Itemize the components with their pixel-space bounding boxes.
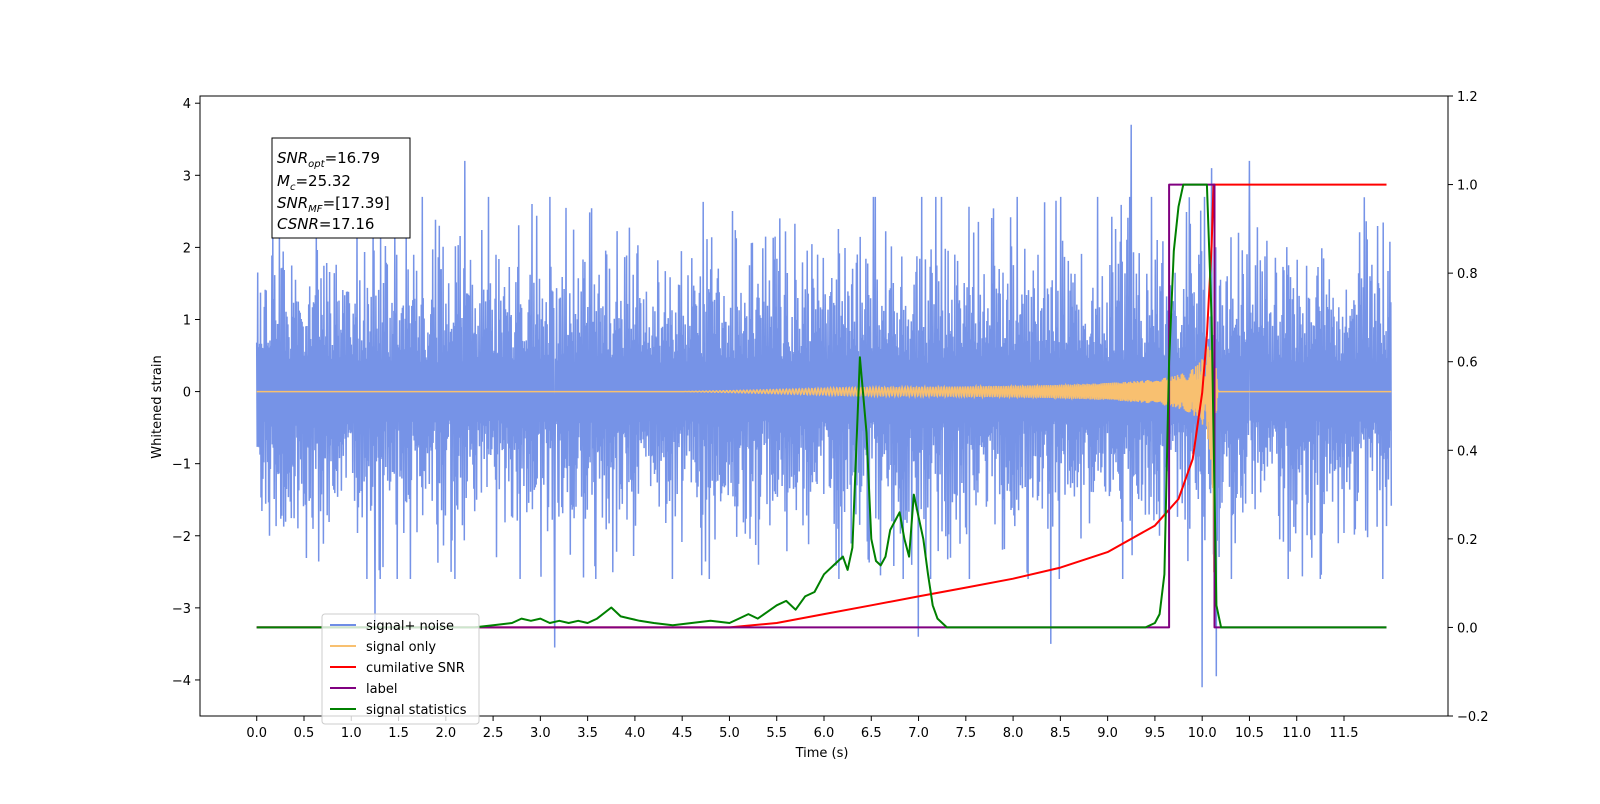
y-left-tick-label: −4 (172, 674, 191, 689)
y-right-tick-label: 0.6 (1457, 356, 1478, 371)
y-right-tick-label: 1.0 (1457, 179, 1478, 194)
x-tick-label: 10.5 (1235, 726, 1264, 741)
legend-frame (321, 613, 480, 725)
y-left-tick-label: −1 (172, 458, 191, 473)
info-mc: Mc=25.32 (277, 172, 351, 193)
info-box-frame (271, 137, 411, 239)
legend-label-signal-noise: signal+ noise (366, 619, 454, 634)
x-tick-label: 9.5 (1145, 726, 1166, 741)
y-right-tick-label: 0.4 (1457, 444, 1478, 459)
series-cumulative-snr (256, 183, 1387, 629)
series-layer (255, 124, 1393, 688)
y-right-tick-label: 0.8 (1457, 267, 1478, 282)
y-axis-left: −4 −3 −2 −1 0 1 2 3 4 (172, 97, 200, 689)
y-left-tick-label: 2 (183, 241, 191, 256)
info-snr-mf: SNRMF=[17.39] (277, 194, 390, 215)
y-axis-right: −0.2 0.0 0.2 0.4 0.6 0.8 1.0 1.2 (1448, 90, 1489, 725)
x-tick-label: 10.0 (1188, 726, 1217, 741)
x-tick-label: 2.0 (435, 726, 456, 741)
legend-label-signal-only: signal only (366, 640, 436, 655)
y-left-tick-label: −2 (172, 530, 191, 545)
x-tick-label: 2.5 (483, 726, 504, 741)
info-box: SNRopt=16.79 Mc=25.32 SNRMF=[17.39] CSNR… (271, 137, 411, 239)
y-axis-label-left: Whitened strain (150, 355, 165, 458)
legend-label-signal-statistics: signal statistics (366, 703, 467, 718)
series-signal-noise (255, 124, 1393, 688)
x-tick-label: 6.5 (861, 726, 882, 741)
legend-label-cumulative-snr: cumilative SNR (366, 661, 465, 676)
x-tick-label: 5.0 (719, 726, 740, 741)
x-tick-label: 0.5 (294, 726, 315, 741)
x-tick-label: 6.0 (814, 726, 835, 741)
y-left-tick-label: 4 (183, 97, 191, 112)
y-left-tick-label: 1 (183, 313, 191, 328)
x-tick-label: 1.0 (341, 726, 362, 741)
legend-label-label: label (366, 682, 397, 697)
y-right-tick-label: 0.2 (1457, 533, 1478, 548)
info-csnr: CSNR=17.16 (277, 215, 374, 233)
series-signal-statistics (256, 183, 1387, 629)
x-tick-label: 4.0 (625, 726, 646, 741)
info-snr-opt: SNRopt=16.79 (277, 149, 380, 170)
y-left-tick-label: −3 (172, 602, 191, 617)
x-tick-label: 5.5 (766, 726, 787, 741)
x-tick-label: 9.0 (1097, 726, 1118, 741)
y-right-tick-label: 1.2 (1457, 90, 1478, 105)
legend: signal+ noise signal only cumilative SNR… (321, 613, 480, 725)
x-tick-label: 3.5 (577, 726, 598, 741)
x-axis: 0.0 0.5 1.0 1.5 2.0 2.5 3.0 3.5 4.0 4.5 5.0 5.5 6.0 6… (246, 716, 1358, 741)
x-tick-label: 8.0 (1003, 726, 1024, 741)
x-tick-label: 7.0 (908, 726, 929, 741)
x-tick-label: 7.5 (955, 726, 976, 741)
y-right-tick-label: 0.0 (1457, 621, 1478, 636)
y-right-tick-label: −0.2 (1457, 710, 1489, 725)
x-tick-label: 11.0 (1282, 726, 1311, 741)
x-tick-label: 4.5 (672, 726, 693, 741)
y-left-tick-label: 3 (183, 169, 191, 184)
x-axis-label: Time (s) (795, 746, 849, 761)
y-left-tick-label: 0 (183, 386, 191, 401)
x-tick-label: 1.5 (388, 726, 409, 741)
x-tick-label: 3.0 (530, 726, 551, 741)
series-signal-only (256, 267, 1392, 573)
x-tick-label: 11.5 (1330, 726, 1359, 741)
x-tick-label: 8.5 (1050, 726, 1071, 741)
x-tick-label: 0.0 (246, 726, 267, 741)
